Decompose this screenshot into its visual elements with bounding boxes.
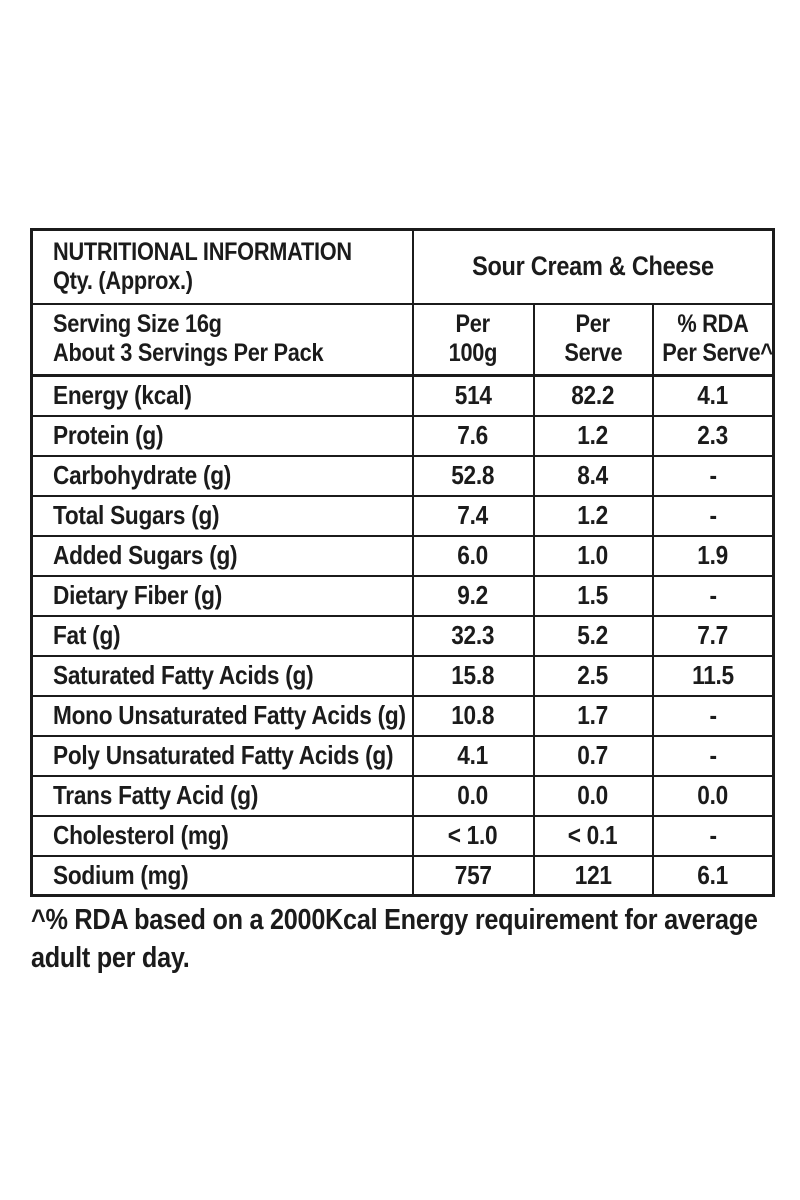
value-per-serve: 2.5 (532, 654, 654, 697)
table-row: Dietary Fiber (g) 9.2 1.5- (30, 574, 775, 617)
value-per-100g: 7.4 (411, 494, 535, 537)
rda-footnote-line1: ^% RDA based on a 2000Kcal Energy requir… (31, 904, 758, 936)
rda-footnote: ^% RDA based on a 2000Kcal Energy requir… (31, 902, 796, 977)
table-row: Sodium (mg) 757 121 6.1 (30, 854, 775, 897)
value-rda-per-serve: 7.7 (651, 614, 775, 657)
nutrient-label: Total Sugars (g) (30, 494, 414, 537)
nutrient-label: Mono Unsaturated Fatty Acids (g) (30, 694, 414, 737)
table-row: Energy (kcal) 514 82.2 4.1 (30, 374, 775, 417)
table-row: Mono Unsaturated Fatty Acids (g) 10.8 1.7- (30, 694, 775, 737)
table-title-line1: NUTRITIONAL INFORMATION (53, 237, 352, 266)
value-rda-per-serve: 11.5 (651, 654, 775, 697)
value-rda-per-serve: - (651, 814, 775, 857)
column-header-rda-per-serve: % RDA Per Serve^ (651, 302, 775, 377)
table-title-line2: Qty. (Approx.) (53, 266, 193, 295)
value-per-100g: 514 (411, 374, 535, 417)
nutrition-table: NUTRITIONAL INFORMATION Qty. (Approx.) S… (30, 228, 775, 897)
rda-footnote-line2: adult per day. (31, 941, 190, 974)
table-row: Total Sugars (g) 7.4 1.2- (30, 494, 775, 537)
value-rda-per-serve: - (651, 694, 775, 737)
value-per-serve: 0.0 (532, 774, 654, 817)
value-rda-per-serve: 2.3 (651, 414, 775, 457)
nutrient-label: Saturated Fatty Acids (g) (30, 654, 414, 697)
value-rda-per-serve: - (651, 574, 775, 617)
value-per-100g: 7.6 (411, 414, 535, 457)
nutrient-label: Sodium (mg) (30, 854, 414, 897)
value-per-100g: 32.3 (411, 614, 535, 657)
value-per-serve: 5.2 (532, 614, 654, 657)
header-row-columns: Serving Size 16g About 3 Servings Per Pa… (30, 302, 775, 377)
value-per-serve: 121 (532, 854, 654, 897)
value-per-serve: 1.0 (532, 534, 654, 577)
value-per-serve: 8.4 (532, 454, 654, 497)
value-rda-per-serve: 6.1 (651, 854, 775, 897)
value-per-100g: 757 (411, 854, 535, 897)
value-per-serve: < 0.1 (532, 814, 654, 857)
nutrient-label: Dietary Fiber (g) (30, 574, 414, 617)
column-header-per-100g: Per 100g (411, 302, 535, 377)
nutrition-rows: Energy (kcal) 514 82.2 4.1 Protein (g) 7.6 1.2… (30, 374, 775, 897)
product-name-cell: Sour Cream & Cheese (411, 228, 775, 305)
nutrient-label: Protein (g) (30, 414, 414, 457)
serving-info-cell: Serving Size 16g About 3 Servings Per Pa… (30, 302, 414, 377)
serving-size-line: Serving Size 16g (53, 310, 222, 338)
value-per-serve: 1.7 (532, 694, 654, 737)
product-name: Sour Cream & Cheese (471, 251, 714, 282)
value-rda-per-serve: 1.9 (651, 534, 775, 577)
header-row-title: NUTRITIONAL INFORMATION Qty. (Approx.) S… (30, 228, 775, 305)
value-rda-per-serve: 4.1 (651, 374, 775, 417)
value-per-100g: 10.8 (411, 694, 535, 737)
value-per-100g: < 1.0 (411, 814, 535, 857)
value-rda-per-serve: - (651, 454, 775, 497)
nutrient-label: Cholesterol (mg) (30, 814, 414, 857)
value-per-100g: 9.2 (411, 574, 535, 617)
column-header-per-serve: Per Serve (532, 302, 654, 377)
table-row: Fat (g) 32.3 5.2 7.7 (30, 614, 775, 657)
value-per-serve: 82.2 (532, 374, 654, 417)
nutrient-label: Trans Fatty Acid (g) (30, 774, 414, 817)
value-per-serve: 1.2 (532, 414, 654, 457)
table-row: Trans Fatty Acid (g) 0.0 0.0 0.0 (30, 774, 775, 817)
nutrient-label: Added Sugars (g) (30, 534, 414, 577)
value-per-100g: 6.0 (411, 534, 535, 577)
value-per-100g: 15.8 (411, 654, 535, 697)
table-row: Carbohydrate (g) 52.8 8.4- (30, 454, 775, 497)
table-row: Added Sugars (g) 6.0 1.0 1.9 (30, 534, 775, 577)
value-per-100g: 0.0 (411, 774, 535, 817)
value-per-serve: 1.5 (532, 574, 654, 617)
nutrition-table-header: NUTRITIONAL INFORMATION Qty. (Approx.) S… (30, 228, 775, 377)
table-row: Poly Unsaturated Fatty Acids (g) 4.1 0.7- (30, 734, 775, 777)
nutrient-label: Carbohydrate (g) (30, 454, 414, 497)
servings-per-pack-line: About 3 Servings Per Pack (53, 339, 324, 368)
nutrient-label: Poly Unsaturated Fatty Acids (g) (30, 734, 414, 777)
table-row: Cholesterol (mg) < 1.0 < 0.1- (30, 814, 775, 857)
value-per-serve: 0.7 (532, 734, 654, 777)
table-row: Saturated Fatty Acids (g) 15.8 2.5 11.5 (30, 654, 775, 697)
nutrient-label: Energy (kcal) (30, 374, 414, 417)
table-row: Protein (g) 7.6 1.2 2.3 (30, 414, 775, 457)
value-rda-per-serve: 0.0 (651, 774, 775, 817)
nutrient-label: Fat (g) (30, 614, 414, 657)
value-per-100g: 52.8 (411, 454, 535, 497)
value-rda-per-serve: - (651, 734, 775, 777)
value-per-serve: 1.2 (532, 494, 654, 537)
table-title-cell: NUTRITIONAL INFORMATION Qty. (Approx.) (30, 228, 414, 305)
value-per-100g: 4.1 (411, 734, 535, 777)
value-rda-per-serve: - (651, 494, 775, 537)
